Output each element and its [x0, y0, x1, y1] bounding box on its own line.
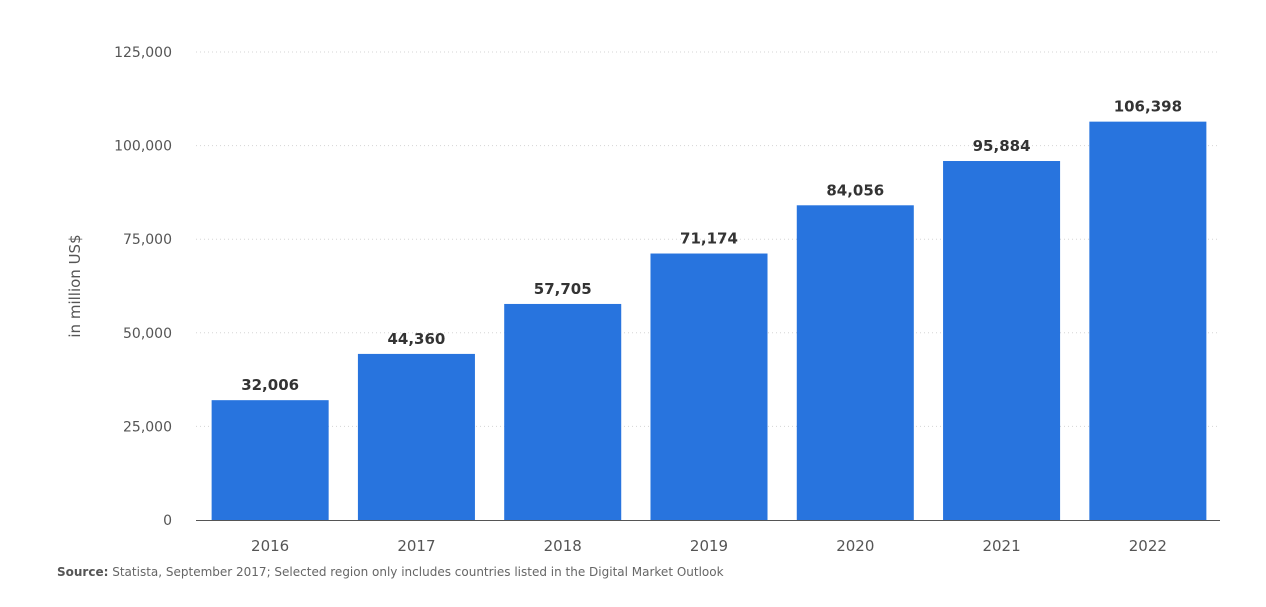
value-label-2019: 71,174 — [680, 230, 738, 248]
x-tick-label-2017: 2017 — [397, 537, 435, 555]
bar-2021 — [943, 161, 1061, 520]
value-label-2017: 44,360 — [387, 330, 445, 348]
y-axis-title: in million US$ — [66, 234, 84, 337]
value-label-2021: 95,884 — [973, 137, 1031, 155]
source-note: Source: Statista, September 2017; Select… — [57, 565, 724, 579]
value-label-2022: 106,398 — [1114, 98, 1182, 116]
x-tick-label-2021: 2021 — [982, 537, 1020, 555]
x-tick-label-2018: 2018 — [544, 537, 582, 555]
bar-2022 — [1089, 121, 1207, 521]
bar-2020 — [796, 205, 914, 520]
y-tick-label: 0 — [163, 513, 172, 529]
y-tick-label: 50,000 — [123, 326, 172, 342]
y-tick-label: 25,000 — [123, 419, 172, 435]
bar-2018 — [504, 303, 622, 520]
y-tick-label: 100,000 — [114, 139, 172, 155]
x-tick-label-2022: 2022 — [1129, 537, 1167, 555]
bar-2019 — [650, 253, 768, 521]
x-tick-label-2016: 2016 — [251, 537, 289, 555]
value-label-2020: 84,056 — [826, 181, 884, 199]
source-text: Statista, September 2017; Selected regio… — [112, 565, 724, 579]
value-label-2016: 32,006 — [241, 376, 299, 394]
y-tick-label: 75,000 — [123, 232, 172, 248]
x-tick-label-2019: 2019 — [690, 537, 728, 555]
bar-2016 — [211, 400, 329, 520]
y-tick-label: 125,000 — [114, 45, 172, 61]
bar-2017 — [357, 353, 475, 520]
source-label: Source: — [57, 565, 109, 579]
bar-chart: 0 25,000 50,000 75,000 100,000 125,000 in mill… — [66, 45, 1220, 555]
x-tick-label-2020: 2020 — [836, 537, 874, 555]
value-label-2018: 57,705 — [534, 280, 592, 298]
